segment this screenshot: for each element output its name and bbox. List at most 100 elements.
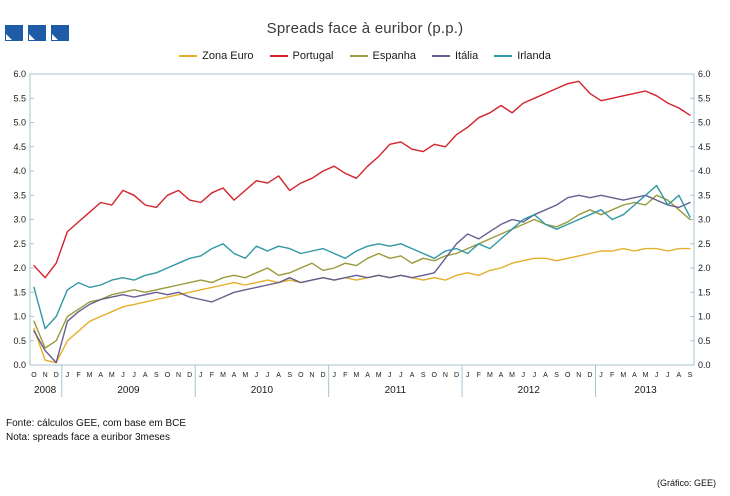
svg-text:2.5: 2.5	[13, 239, 26, 249]
svg-text:S: S	[287, 372, 292, 379]
svg-text:5.0: 5.0	[13, 118, 26, 128]
svg-text:M: M	[620, 372, 626, 379]
svg-text:J: J	[521, 372, 525, 379]
svg-text:F: F	[610, 372, 614, 379]
svg-text:5.5: 5.5	[698, 93, 711, 103]
legend-item-portugal: Portugal	[269, 50, 334, 62]
svg-text:J: J	[599, 372, 603, 379]
svg-text:D: D	[587, 372, 592, 379]
svg-text:1.5: 1.5	[698, 287, 711, 297]
legend-item-espanha: Espanha	[349, 50, 416, 62]
svg-text:0.0: 0.0	[13, 360, 26, 370]
gee-logo-blocks	[5, 25, 69, 41]
legend-item-italia: Itália	[431, 50, 479, 62]
legend-swatch-portugal	[269, 55, 288, 57]
svg-text:M: M	[487, 372, 493, 379]
svg-text:J: J	[332, 372, 336, 379]
svg-text:5.5: 5.5	[13, 93, 26, 103]
svg-text:J: J	[66, 372, 70, 379]
svg-text:3.0: 3.0	[698, 215, 711, 225]
svg-text:M: M	[509, 372, 515, 379]
svg-text:J: J	[399, 372, 403, 379]
svg-text:A: A	[143, 372, 148, 379]
svg-text:D: D	[454, 372, 459, 379]
svg-text:D: D	[187, 372, 192, 379]
svg-text:2011: 2011	[385, 385, 407, 396]
svg-text:J: J	[666, 372, 670, 379]
svg-text:4.5: 4.5	[13, 142, 26, 152]
svg-text:1.5: 1.5	[13, 287, 26, 297]
svg-text:2.5: 2.5	[698, 239, 711, 249]
legend-item-zona-euro: Zona Euro	[179, 50, 254, 62]
svg-text:2012: 2012	[518, 385, 541, 396]
svg-text:6.0: 6.0	[698, 69, 711, 79]
legend-label-zona-euro: Zona Euro	[202, 50, 254, 62]
svg-text:A: A	[232, 372, 237, 379]
svg-text:A: A	[499, 372, 504, 379]
svg-text:A: A	[98, 372, 103, 379]
svg-text:2013: 2013	[634, 385, 657, 396]
svg-text:6.0: 6.0	[13, 69, 26, 79]
svg-text:J: J	[132, 372, 136, 379]
legend-label-italia: Itália	[454, 50, 479, 62]
svg-text:J: J	[199, 372, 203, 379]
svg-text:O: O	[565, 372, 571, 379]
svg-text:O: O	[165, 372, 171, 379]
svg-text:D: D	[321, 372, 326, 379]
svg-text:N: N	[43, 372, 48, 379]
svg-text:F: F	[343, 372, 347, 379]
svg-text:N: N	[309, 372, 314, 379]
line-chart: 0.0 0.0 0.5 0.5 1.0 1.0 1.5 1.5 2.0 2.0 2.5 2.5 3.0 3…	[13, 69, 711, 397]
svg-text:S: S	[554, 372, 559, 379]
svg-text:S: S	[421, 372, 426, 379]
svg-text:0.0: 0.0	[698, 360, 711, 370]
svg-text:M: M	[87, 372, 93, 379]
svg-text:M: M	[109, 372, 115, 379]
svg-text:4.5: 4.5	[698, 142, 711, 152]
legend-swatch-irlanda	[494, 55, 513, 57]
svg-text:A: A	[276, 372, 281, 379]
svg-text:A: A	[677, 372, 682, 379]
svg-text:1.0: 1.0	[698, 312, 711, 322]
svg-text:J: J	[388, 372, 392, 379]
svg-text:A: A	[365, 372, 370, 379]
page-title: Spreads face à euribor (p.p.)	[266, 20, 464, 37]
svg-text:A: A	[543, 372, 548, 379]
chart-footer: Fonte: cálculos GEE, com base em BCE Not…	[0, 417, 730, 444]
svg-text:J: J	[255, 372, 259, 379]
svg-text:D: D	[54, 372, 59, 379]
gee-logo	[5, 24, 77, 44]
svg-text:3.0: 3.0	[13, 215, 26, 225]
legend-swatch-italia	[431, 55, 450, 57]
legend-swatch-zona-euro	[179, 55, 198, 57]
legend-label-portugal: Portugal	[292, 50, 334, 62]
credit-note: (Gráfico: GEE)	[656, 478, 716, 488]
svg-text:4.0: 4.0	[698, 166, 711, 176]
chart-legend: Zona Euro Portugal Espanha Itália Irland…	[0, 50, 730, 62]
source-note: Fonte: cálculos GEE, com base em BCE	[6, 418, 187, 429]
svg-text:2008: 2008	[34, 385, 57, 396]
legend-swatch-espanha	[349, 55, 368, 57]
svg-text:0.5: 0.5	[13, 336, 26, 346]
svg-text:J: J	[533, 372, 537, 379]
svg-text:S: S	[688, 372, 693, 379]
legend-label-irlanda: Irlanda	[517, 50, 551, 62]
svg-text:2.0: 2.0	[698, 263, 711, 273]
svg-text:J: J	[266, 372, 270, 379]
svg-text:3.5: 3.5	[13, 190, 26, 200]
method-note: Nota: spreads face a euribor 3meses	[6, 431, 170, 443]
svg-text:4.0: 4.0	[13, 166, 26, 176]
svg-text:F: F	[477, 372, 481, 379]
svg-text:M: M	[354, 372, 360, 379]
svg-text:F: F	[76, 372, 80, 379]
svg-text:M: M	[242, 372, 248, 379]
svg-text:S: S	[154, 372, 159, 379]
svg-text:A: A	[410, 372, 415, 379]
svg-text:5.0: 5.0	[698, 118, 711, 128]
svg-text:0.5: 0.5	[698, 336, 711, 346]
svg-text:O: O	[31, 372, 37, 379]
svg-text:1.0: 1.0	[13, 312, 26, 322]
svg-text:3.5: 3.5	[698, 190, 711, 200]
svg-text:N: N	[576, 372, 581, 379]
svg-text:M: M	[643, 372, 649, 379]
